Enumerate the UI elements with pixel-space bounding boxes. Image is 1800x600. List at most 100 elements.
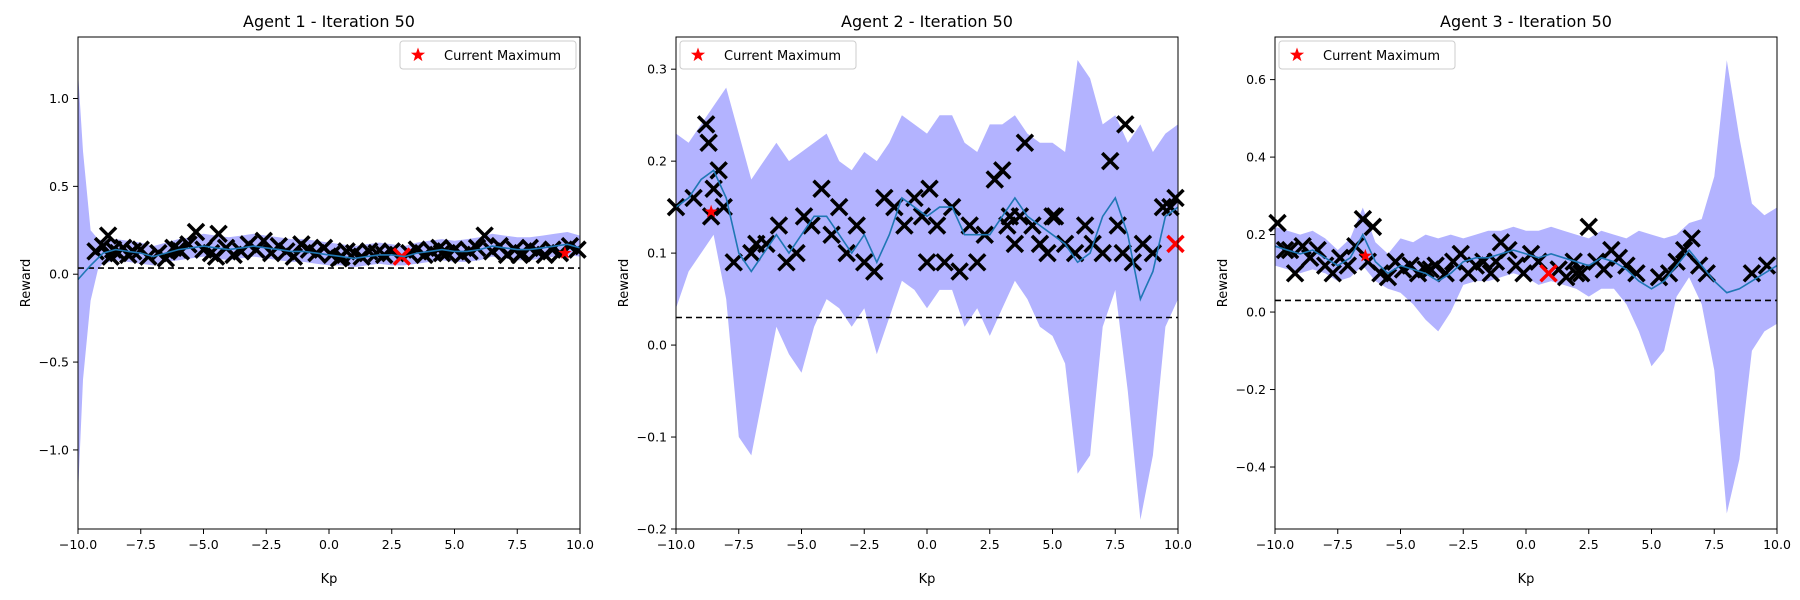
legend-box [679,40,857,70]
marker-stroke [1005,234,1025,254]
axes-frame [77,36,581,530]
sample-marker [1161,197,1180,217]
marker-stroke [1697,264,1716,283]
marker-stroke [912,207,932,226]
sample-marker [209,224,228,244]
marker-stroke [875,188,894,208]
x-tick-label: 5.0 [1642,537,1662,552]
y-tick-label: 0.2 [1246,227,1266,242]
sample-marker [812,179,831,198]
sample-marker [1667,252,1686,271]
y-tick-label: 0.0 [647,338,667,353]
x-tick-label: 5.0 [1043,537,1063,552]
marker-stroke [1038,243,1057,263]
marker-stroke [1043,207,1062,226]
marker-stroke [543,240,562,259]
plot-area [77,72,587,494]
y-tick-label: −0.2 [1236,382,1266,397]
sample-marker [1481,264,1501,283]
sample-marker [967,253,987,272]
x-tick-label: −10.0 [59,537,97,552]
x-tick-label: −10.0 [657,537,695,552]
current-max-star [1358,248,1372,262]
sample-marker [1571,264,1591,283]
marker-stroke [998,216,1017,235]
marker-stroke [1308,240,1327,260]
marker-stroke [1285,264,1305,283]
sample-marker [186,222,206,242]
y-tick-label: 0.4 [1246,150,1266,165]
marker-stroke [1353,209,1373,229]
marker-stroke [520,238,540,258]
marker-stroke [1539,264,1558,283]
y-tick-label: 0.1 [647,246,667,261]
marker-stroke [1166,234,1185,254]
sample-marker [1436,264,1455,283]
marker-stroke [367,243,386,263]
sample-marker [920,179,939,198]
plot-area [1268,60,1778,514]
sample-marker [696,115,716,134]
y-tick-label: 0.0 [1246,305,1266,320]
marker-stroke [1579,217,1598,237]
sample-marker [1113,243,1133,263]
marker-stroke [1566,264,1586,283]
sample-marker [1268,213,1287,233]
sample-marker [960,216,979,235]
sample-marker [822,225,841,244]
legend-star-icon [690,47,706,62]
sample-marker [156,249,176,268]
marker-stroke [490,236,509,256]
x-tick-label: 10.0 [1763,537,1791,552]
sample-marker [1100,151,1120,171]
x-tick-label: 2.5 [382,537,402,552]
marker-stroke [1556,267,1576,287]
y-tick-label: −0.2 [637,522,667,537]
sample-marker [432,243,452,263]
sample-marker [206,247,226,266]
sample-marker [1338,256,1358,275]
sample-marker [927,216,947,235]
y-axis-label: Reward [19,259,34,307]
x-tick-label: −5.0 [1385,537,1415,552]
sample-marker [1346,236,1365,256]
current-max-star [558,246,572,259]
sample-marker [1649,267,1669,287]
marker-stroke [960,216,979,235]
marker-stroke [1371,264,1390,283]
x-tick-label: 7.5 [507,537,527,552]
marker-stroke [1116,115,1135,134]
y-tick-label: 0.5 [49,179,69,194]
sample-marker [1757,256,1777,275]
marker-stroke [724,253,743,272]
marker-stroke [837,243,856,263]
sample-marker [1005,234,1025,254]
x-axis-label: Kp [321,572,338,587]
marker-stroke [432,243,452,263]
y-axis: −1.0 −0.5 0.0 0.5 1.0 [39,91,78,457]
marker-stroke [935,253,954,272]
marker-stroke [895,216,914,235]
sample-marker [769,216,789,235]
confidence-band [1275,60,1777,514]
marker-stroke [1481,264,1501,283]
marker-stroke [1667,252,1686,271]
x-tick-label: −2.5 [251,537,281,552]
marker-stroke [1166,188,1185,208]
sample-marker [1451,244,1470,264]
sample-marker [1594,260,1614,279]
marker-stroke [186,222,206,242]
marker-stroke [299,240,319,259]
sample-marker [837,243,856,263]
x-tick-label: 0.0 [1516,537,1536,552]
marker-stroke [206,247,226,266]
sample-marker [475,226,494,245]
marker-stroke [885,197,904,217]
marker-stroke [1100,151,1120,171]
marker-stroke [927,216,947,235]
y-tick-label: −0.4 [1236,460,1266,475]
marker-stroke [139,247,158,266]
marker-stroke [1571,264,1591,283]
x-axis: −10.0 −7.5 −5.0 −2.5 0.0 2.5 5.0 7.5 10.0 [1256,529,1791,552]
legend-star-icon [410,47,426,62]
